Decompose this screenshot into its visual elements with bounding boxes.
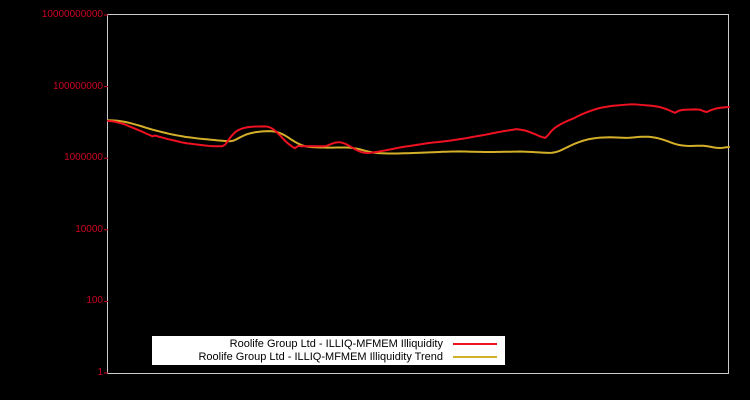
legend-swatch-illiquidity bbox=[453, 343, 497, 345]
legend-entry: Roolife Group Ltd - ILLIQ-MFMEM Illiquid… bbox=[158, 351, 499, 364]
y-axis-tick-label: 1000000 bbox=[64, 152, 103, 164]
y-axis-tick-label: 100000000 bbox=[52, 80, 103, 92]
series-line-illiquidity-trend bbox=[107, 119, 730, 155]
series-line-illiquidity bbox=[107, 103, 730, 154]
legend-label-illiquidity-trend: Roolife Group Ltd - ILLIQ-MFMEM Illiquid… bbox=[198, 350, 443, 363]
legend-entry: Roolife Group Ltd - ILLIQ-MFMEM Illiquid… bbox=[158, 338, 499, 351]
legend-swatch-illiquidity-trend bbox=[453, 356, 497, 358]
data-series-layer bbox=[107, 103, 730, 155]
y-axis-tick-label: 10000 bbox=[75, 223, 103, 235]
y-axis-tick-label: 1 bbox=[97, 367, 103, 378]
y-axis-tick-label: 10000000000 bbox=[41, 9, 103, 20]
chart-legend: Roolife Group Ltd - ILLIQ-MFMEM Illiquid… bbox=[152, 336, 505, 365]
legend-label-illiquidity: Roolife Group Ltd - ILLIQ-MFMEM Illiquid… bbox=[229, 337, 443, 350]
plot-area-border bbox=[107, 14, 729, 374]
y-axis-tick-label: 100 bbox=[86, 295, 103, 307]
